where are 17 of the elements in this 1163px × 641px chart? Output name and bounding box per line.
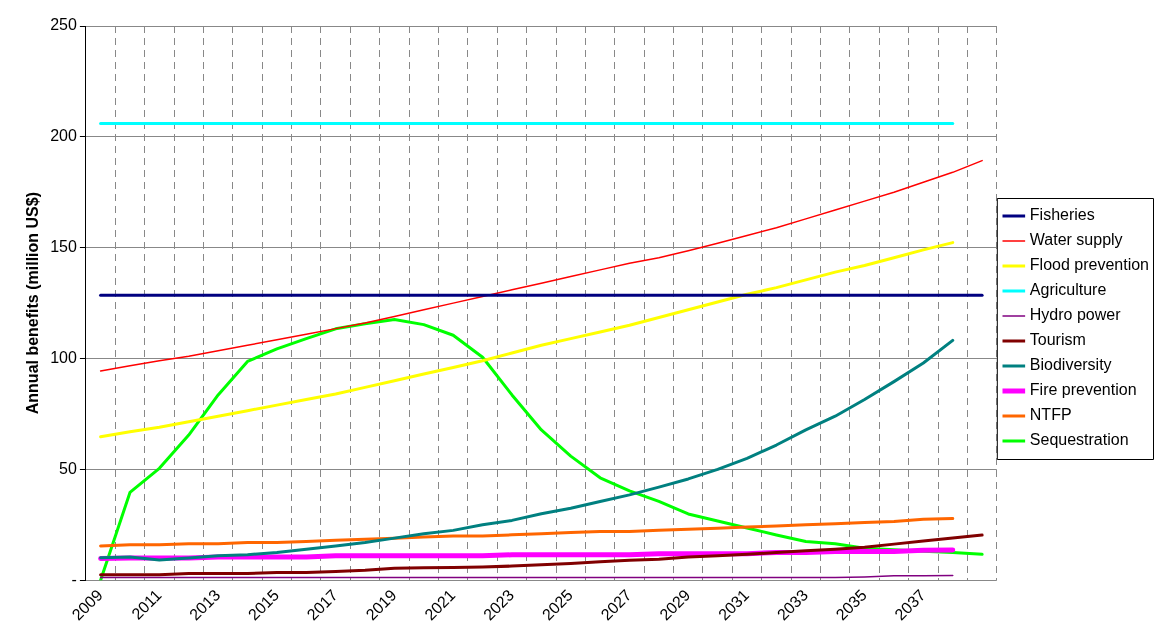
legend-label: Water supply [1029,231,1123,249]
legend-label: Agriculture [1029,281,1107,299]
legend-label: Flood prevention [1029,256,1149,274]
legend-label: Sequestration [1029,431,1129,449]
y-tick-label: 150 [50,238,77,256]
legend-label: Tourism [1029,331,1086,349]
y-tick-label: 50 [59,459,77,477]
y-tick-label: - [71,570,77,588]
y-tick-label: 200 [50,127,77,145]
legend-label: Biodiversity [1029,356,1112,374]
legend-label: Fire prevention [1029,381,1137,399]
y-axis-title: Annual benefits (million US$) [24,192,42,415]
y-tick-label: 100 [50,348,77,366]
legend-label: Hydro power [1029,306,1122,324]
legend-label: NTFP [1029,406,1072,424]
y-tick-label: 250 [50,16,77,34]
legend-label: Fisheries [1029,206,1095,224]
